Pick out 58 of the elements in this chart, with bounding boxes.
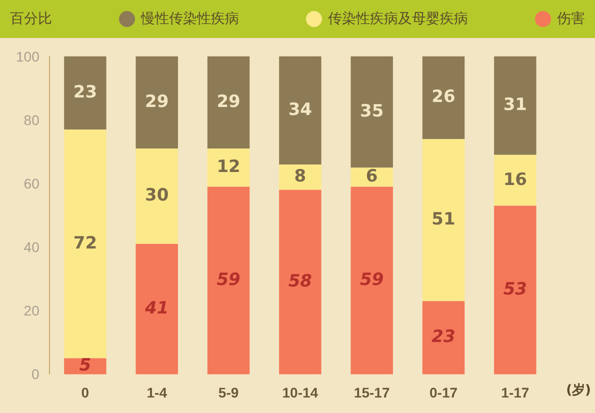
data-label: 23 bbox=[432, 327, 456, 348]
bar bbox=[422, 301, 465, 374]
data-label: 59 bbox=[216, 270, 241, 290]
bar bbox=[136, 56, 178, 149]
x-tick-label: 0-17 bbox=[429, 384, 458, 400]
x-tick-label: 15-17 bbox=[354, 384, 390, 400]
data-label: 72 bbox=[73, 233, 98, 254]
bar bbox=[207, 56, 250, 149]
y-tick-label: 100 bbox=[16, 48, 40, 64]
y-axis-title: 百分比 bbox=[10, 10, 52, 28]
data-label: 8 bbox=[294, 166, 306, 187]
data-label: 59 bbox=[360, 270, 384, 290]
y-tick-label: 80 bbox=[24, 112, 40, 128]
bar bbox=[207, 186, 250, 374]
y-tick-label: 60 bbox=[24, 175, 40, 192]
data-label: 35 bbox=[360, 101, 384, 122]
data-label: 5 bbox=[79, 356, 92, 376]
bar bbox=[422, 56, 465, 140]
y-tick-label: 40 bbox=[24, 238, 40, 255]
bar bbox=[136, 244, 178, 374]
bar bbox=[64, 129, 106, 358]
y-tick-label: 20 bbox=[24, 302, 40, 318]
data-label: 30 bbox=[145, 186, 169, 206]
bar bbox=[350, 186, 393, 374]
x-tick-label: 10-14 bbox=[282, 384, 318, 400]
bar bbox=[422, 139, 465, 302]
data-label: 53 bbox=[503, 279, 528, 300]
data-label: 6 bbox=[366, 166, 378, 187]
bar bbox=[494, 154, 536, 206]
x-tick-label: 5-9 bbox=[218, 384, 239, 400]
data-label: 12 bbox=[216, 157, 240, 178]
legend-label: 传染性疾病及母婴疾病 bbox=[328, 10, 468, 28]
bar bbox=[279, 56, 322, 164]
bar bbox=[494, 56, 536, 155]
data-label: 16 bbox=[503, 170, 528, 190]
x-tick-label: 0 bbox=[81, 384, 90, 400]
y-tick-label: 0 bbox=[32, 366, 40, 382]
bar bbox=[494, 206, 536, 374]
legend-label: 伤害 bbox=[557, 10, 585, 28]
data-label: 29 bbox=[216, 92, 240, 112]
x-tick-label: 1-17 bbox=[501, 384, 530, 400]
data-label: 41 bbox=[144, 298, 169, 318]
bar bbox=[279, 164, 322, 190]
bar bbox=[350, 56, 393, 168]
bar bbox=[207, 148, 250, 187]
bar bbox=[64, 56, 106, 130]
data-label: 34 bbox=[288, 100, 312, 120]
x-axis-title: (岁) bbox=[566, 382, 591, 399]
bar bbox=[136, 148, 178, 244]
data-label: 51 bbox=[432, 209, 456, 230]
data-label: 31 bbox=[503, 95, 528, 116]
x-tick-label: 1-4 bbox=[146, 384, 168, 400]
data-label: 23 bbox=[73, 82, 98, 102]
data-label: 58 bbox=[288, 271, 312, 292]
bar bbox=[279, 190, 322, 374]
data-label: 26 bbox=[432, 87, 456, 108]
data-label: 29 bbox=[145, 92, 169, 112]
legend-label: 慢性传染性疾病 bbox=[141, 10, 239, 28]
